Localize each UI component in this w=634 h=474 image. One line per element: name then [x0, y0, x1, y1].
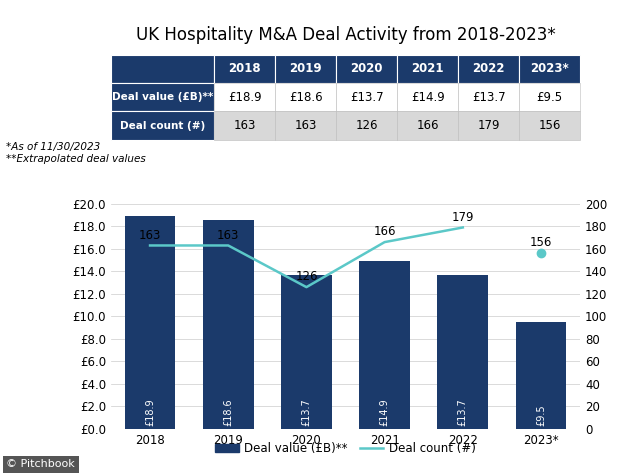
Bar [515, 322, 566, 429]
Text: 166: 166 [417, 119, 439, 132]
Text: 2019: 2019 [289, 62, 322, 75]
Text: 179: 179 [477, 119, 500, 132]
Text: Deal value (£B)**: Deal value (£B)** [112, 92, 213, 102]
Text: Deal count (#): Deal count (#) [120, 120, 205, 131]
Text: 2018: 2018 [228, 62, 261, 75]
Text: 179: 179 [451, 210, 474, 224]
Legend: Deal value (£B)**, Deal count (#): Deal value (£B)**, Deal count (#) [210, 438, 481, 460]
Text: 2023*: 2023* [530, 62, 569, 75]
Text: £9.5: £9.5 [536, 404, 546, 426]
Text: 2020: 2020 [351, 62, 383, 75]
Text: 2022: 2022 [472, 62, 505, 75]
Bar [125, 216, 176, 429]
Text: 163: 163 [139, 228, 161, 242]
Bar [281, 275, 332, 429]
Text: 126: 126 [356, 119, 378, 132]
Text: £18.9: £18.9 [145, 399, 155, 426]
Bar [359, 261, 410, 429]
Text: 156: 156 [530, 237, 552, 249]
Text: © Pitchbook: © Pitchbook [6, 459, 75, 469]
Text: 126: 126 [295, 270, 318, 283]
Text: £14.9: £14.9 [411, 91, 444, 104]
Text: 166: 166 [373, 225, 396, 238]
Text: 163: 163 [217, 228, 240, 242]
Text: £13.7: £13.7 [472, 91, 505, 104]
Text: £18.6: £18.6 [289, 91, 323, 104]
Text: 156: 156 [538, 119, 561, 132]
Text: £13.7: £13.7 [458, 399, 468, 426]
Bar [437, 275, 488, 429]
Text: £18.6: £18.6 [223, 399, 233, 426]
Text: £13.7: £13.7 [301, 399, 311, 426]
Bar [203, 219, 254, 429]
Text: **Extrapolated deal values: **Extrapolated deal values [6, 154, 146, 164]
Text: £9.5: £9.5 [536, 91, 563, 104]
Text: *As of 11/30/2023: *As of 11/30/2023 [6, 142, 101, 152]
Text: £18.9: £18.9 [228, 91, 261, 104]
Text: £13.7: £13.7 [350, 91, 384, 104]
Text: 2021: 2021 [411, 62, 444, 75]
Text: 163: 163 [294, 119, 317, 132]
Text: 163: 163 [233, 119, 256, 132]
Text: £14.9: £14.9 [380, 399, 390, 426]
Text: UK Hospitality M&A Deal Activity from 2018-2023*: UK Hospitality M&A Deal Activity from 20… [136, 26, 555, 44]
